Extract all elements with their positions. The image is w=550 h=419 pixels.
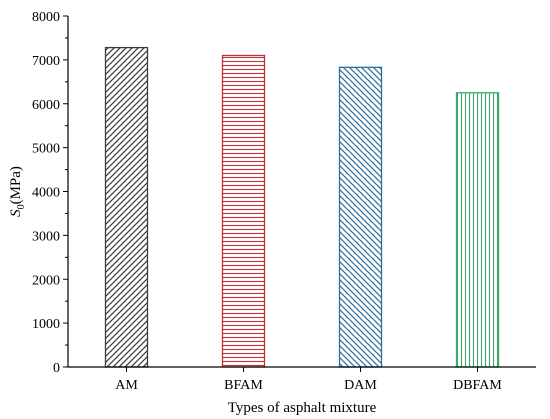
- y-axis: 0 1000 2000 3000 4000 5000 6000 7000 8000: [32, 10, 68, 376]
- x-axis: AM BFAM DAM DBFAM: [115, 367, 502, 393]
- x-tick-label: AM: [115, 378, 138, 393]
- y-tick-label: 5000: [32, 142, 60, 157]
- x-tick-label: DAM: [344, 378, 377, 393]
- y-tick-label: 7000: [32, 54, 60, 69]
- x-axis-title: Types of asphalt mixture: [228, 400, 377, 416]
- y-tick-label: 4000: [32, 186, 60, 201]
- y-tick-label: 2000: [32, 273, 60, 288]
- bar-bfam: [221, 54, 266, 368]
- bar-am: [104, 46, 149, 368]
- y-tick-label: 8000: [32, 10, 60, 25]
- y-tick-label: 0: [53, 361, 60, 376]
- y-tick-label: 1000: [32, 317, 60, 332]
- y-axis-title: S0(MPa): [8, 166, 27, 217]
- x-tick-label: BFAM: [224, 378, 263, 393]
- y-axis-title-unit: (MPa): [8, 166, 24, 204]
- x-tick-label: DBFAM: [453, 378, 502, 393]
- bar-dam: [338, 66, 383, 368]
- y-axis-title-subscript: 0: [16, 204, 27, 209]
- y-tick-label: 3000: [32, 229, 60, 244]
- bar-dbfam: [455, 92, 500, 368]
- y-axis-title-symbol: S: [8, 209, 24, 217]
- bars-layer: [104, 46, 500, 368]
- y-tick-label: 6000: [32, 98, 60, 113]
